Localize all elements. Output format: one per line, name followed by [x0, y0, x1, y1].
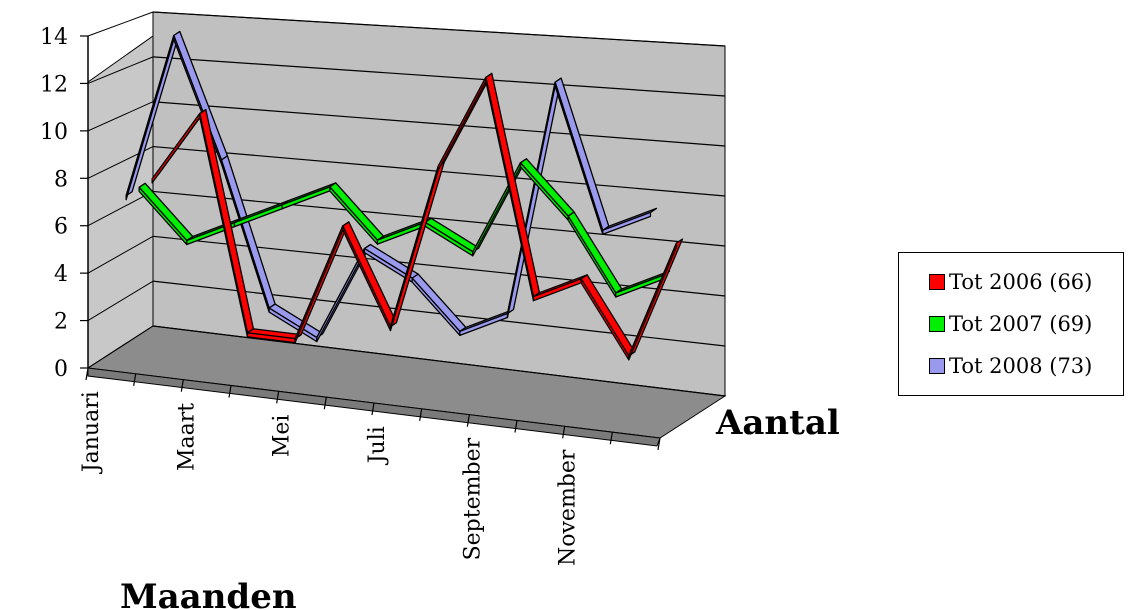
- x-tick: [657, 437, 661, 451]
- x-tick: [323, 397, 327, 410]
- x-tick: [180, 379, 184, 392]
- y-tick-label: 12: [40, 72, 68, 97]
- series-lines: [125, 30, 684, 361]
- x-tick: [562, 426, 566, 439]
- x-tick-label: Mei: [270, 415, 295, 458]
- x-tick-label: November: [556, 449, 581, 566]
- legend-item-tot-2006: Tot 2006 (66): [929, 261, 1123, 303]
- x-tick-label: Maart: [174, 403, 199, 471]
- x-tick-label: Januari: [79, 391, 104, 474]
- series-1: [151, 72, 684, 361]
- y-tick-label: 10: [40, 120, 68, 145]
- gridline: [152, 325, 726, 397]
- legend-item-tot-2008: Tot 2008 (73): [929, 345, 1123, 387]
- x-tick: [419, 408, 423, 421]
- legend-swatch-red: [929, 274, 945, 290]
- gridline-side: [87, 190, 154, 227]
- gridline: [152, 11, 726, 47]
- series-3: [125, 30, 658, 343]
- x-tick: [276, 391, 280, 404]
- series-segment-edge: [602, 211, 652, 235]
- gridline-side: [87, 235, 154, 274]
- y-tick-label: 8: [54, 167, 68, 192]
- x-tick: [371, 402, 375, 416]
- legend-label: Tot 2007 (69): [949, 312, 1093, 336]
- y-tick-label: 0: [54, 357, 68, 382]
- gridline-side: [87, 11, 154, 37]
- gridline-side: [87, 56, 154, 84]
- gridline: [152, 101, 726, 147]
- legend-label: Tot 2008 (73): [949, 354, 1093, 378]
- series-2: [138, 158, 671, 298]
- y-axis-title: Aantal: [715, 403, 840, 443]
- gridline-side: [87, 325, 154, 369]
- gridline: [152, 190, 726, 247]
- x-tick-label: Juli: [365, 426, 390, 465]
- gridline: [152, 280, 726, 347]
- legend-swatch-green: [929, 316, 945, 332]
- y-tick-label: 14: [40, 25, 68, 50]
- x-tick: [466, 414, 470, 427]
- x-tick: [133, 373, 137, 386]
- legend-swatch-blue: [929, 358, 945, 374]
- gridline-side: [87, 280, 154, 321]
- y-tick-label: 6: [54, 215, 68, 240]
- legend-label: Tot 2006 (66): [949, 270, 1093, 294]
- x-tick-label: September: [460, 437, 485, 560]
- legend: Tot 2006 (66) Tot 2007 (69) Tot 2008 (73…: [898, 252, 1124, 396]
- y-tick-label: 2: [54, 310, 68, 335]
- x-tick: [228, 385, 232, 398]
- y-axis-ticks: 0 2 4 6 8 10 12 14: [40, 25, 89, 382]
- legend-item-tot-2007: Tot 2007 (69): [929, 303, 1123, 345]
- x-tick: [514, 420, 518, 433]
- series-segment-edge: [628, 242, 678, 361]
- x-tick: [85, 367, 89, 381]
- x-axis-ticks: Januari Maart Mei Juli September November: [79, 367, 661, 566]
- x-axis-title: Maanden: [120, 577, 297, 610]
- gridline: [152, 56, 726, 97]
- gridline-side: [87, 101, 154, 132]
- x-tick: [609, 432, 613, 445]
- y-tick-label: 4: [54, 262, 68, 287]
- side-wall: [87, 35, 154, 369]
